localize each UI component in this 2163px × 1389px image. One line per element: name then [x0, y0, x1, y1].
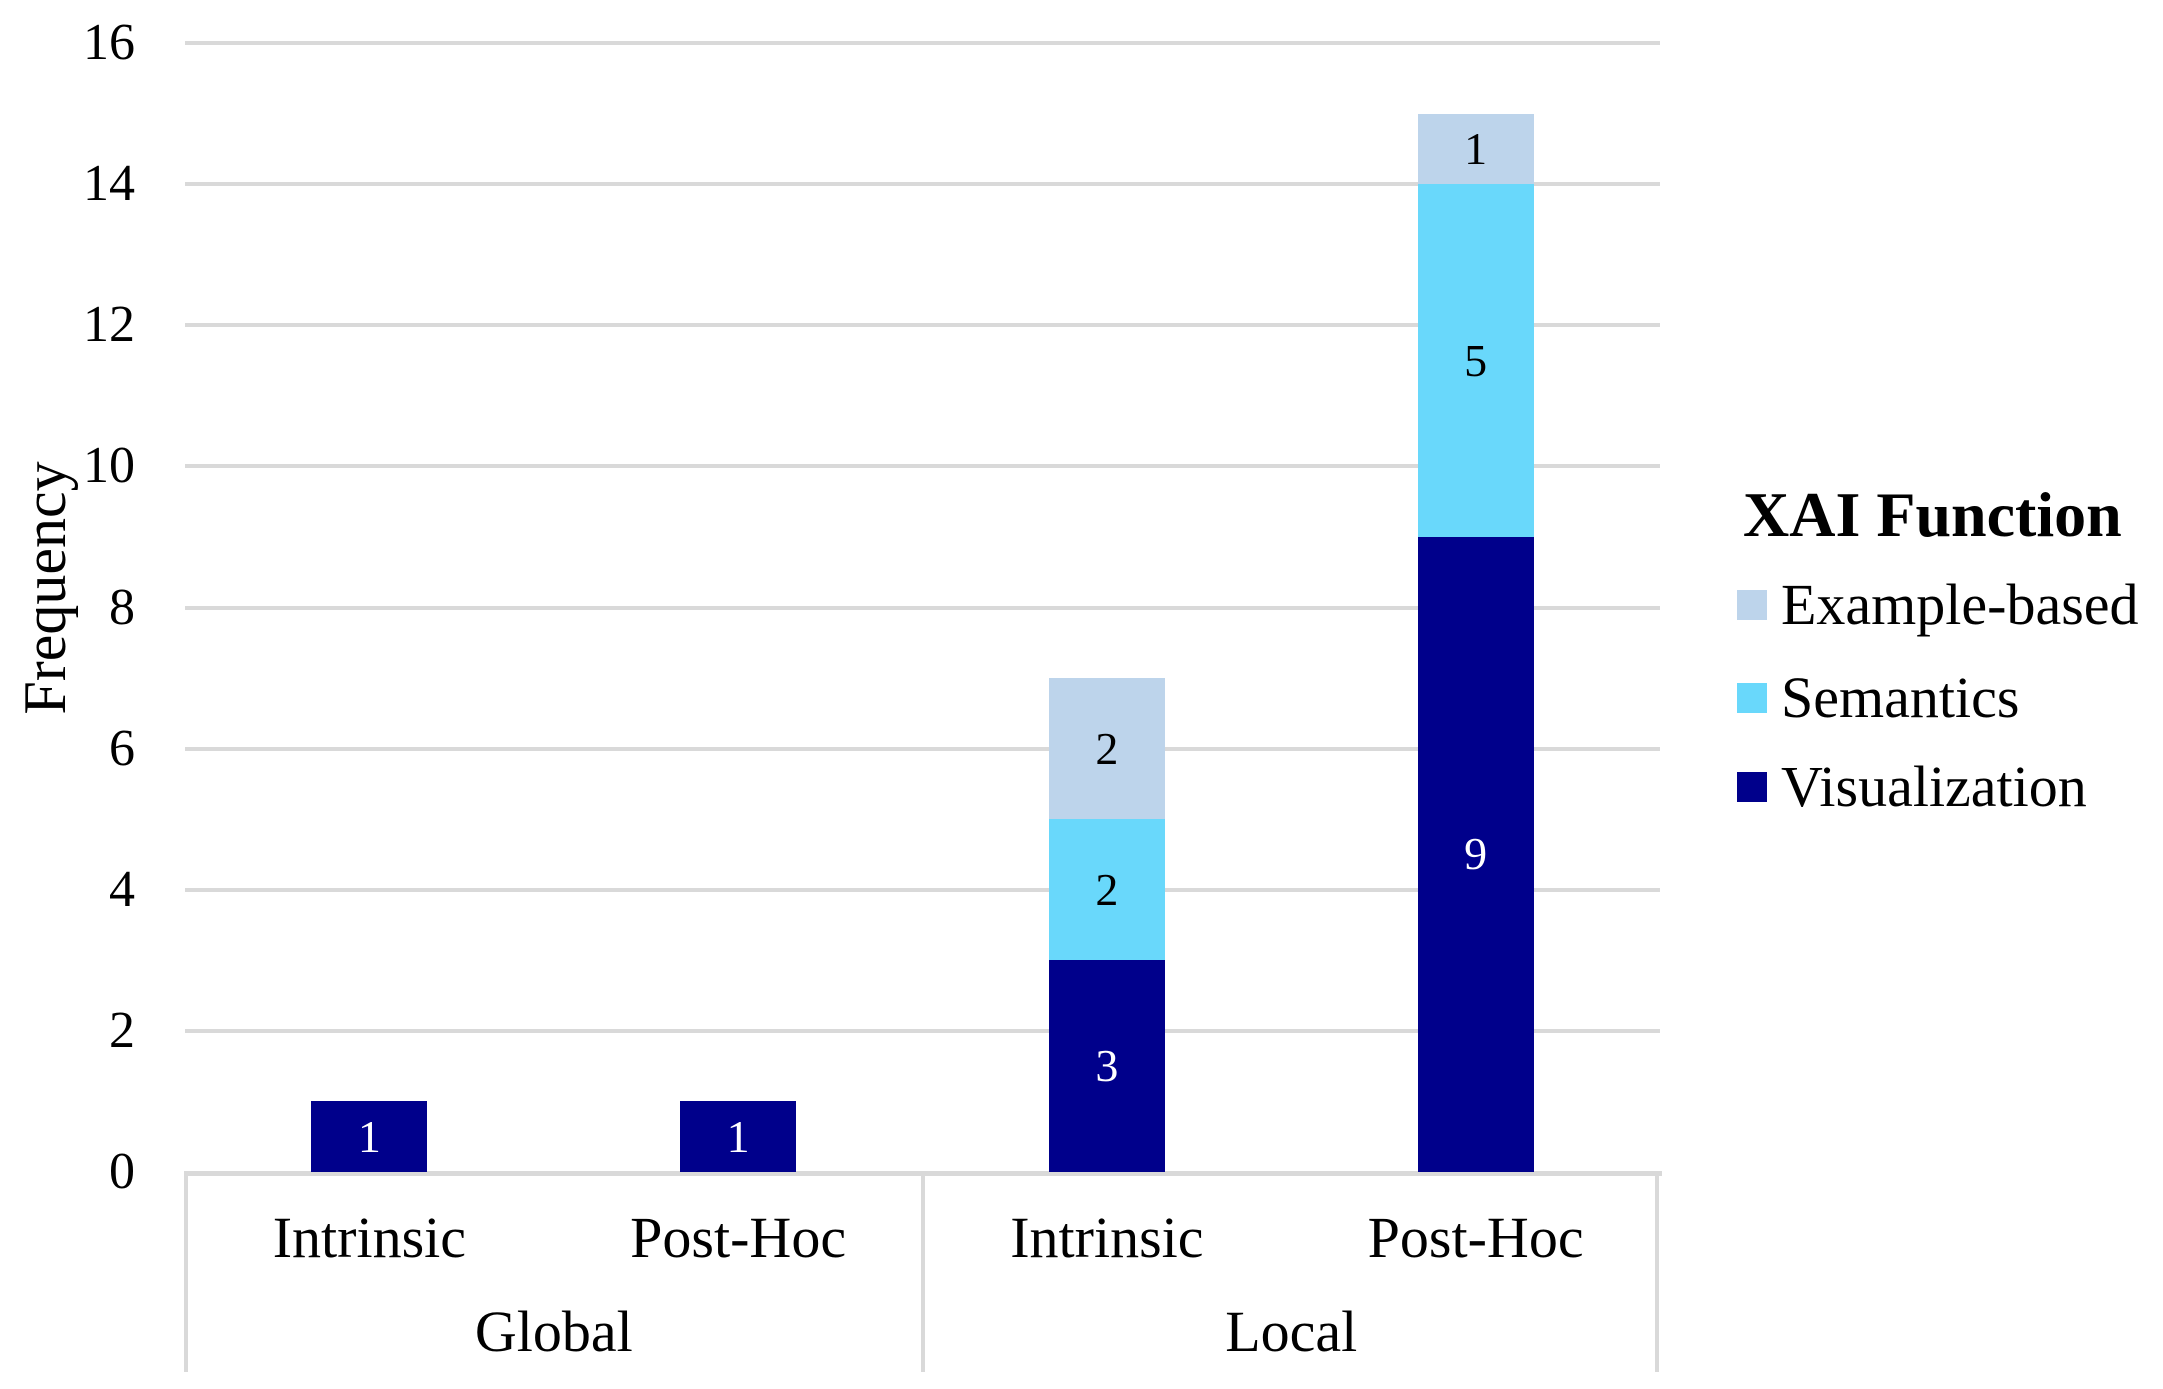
- bar-segment-example-based: 1: [1417, 113, 1534, 185]
- legend-label: Example-based: [1781, 572, 2139, 637]
- category-label-post-hoc: Post-Hoc: [1367, 1205, 1584, 1270]
- gridline: [185, 323, 1660, 328]
- y-tick-label: 10: [83, 437, 135, 495]
- y-tick-label: 12: [83, 296, 135, 354]
- y-tick-label: 16: [83, 14, 135, 71]
- group-label-local: Local: [1225, 1299, 1358, 1364]
- category-label-intrinsic: Intrinsic: [272, 1205, 467, 1270]
- y-tick-label: 0: [109, 1143, 135, 1200]
- y-tick-label: 14: [83, 155, 135, 213]
- bar-segment-value: 1: [357, 1110, 381, 1162]
- bar-segment-semantics: 5: [1417, 184, 1534, 537]
- bar-segment-value: 2: [1095, 722, 1119, 774]
- bar-segment-semantics: 2: [1048, 819, 1165, 961]
- legend-swatch-example-based: [1737, 590, 1767, 620]
- legend-entry-example-based: Example-based: [1737, 576, 2139, 634]
- category-label-intrinsic: Intrinsic: [1010, 1205, 1204, 1270]
- gridline: [185, 464, 1660, 469]
- y-tick-label: 4: [109, 860, 135, 918]
- bar-post-hoc: 9 5 1: [1417, 0, 1534, 1172]
- bar-segment-value: 3: [1095, 1040, 1119, 1092]
- legend-label: Semantics: [1781, 665, 2020, 730]
- category-axis-separator: [1654, 1171, 1659, 1372]
- bar-post-hoc: 1: [680, 0, 797, 1172]
- gridline: [185, 182, 1660, 187]
- bar-segment-visualization: 9: [1417, 536, 1534, 1172]
- bar-segment-visualization: 1: [311, 1101, 428, 1172]
- category-label-post-hoc: Post-Hoc: [630, 1205, 847, 1270]
- legend-label: Visualization: [1781, 754, 2087, 819]
- category-axis-separator: [183, 1171, 188, 1372]
- legend-entry-semantics: Semantics: [1737, 669, 2019, 727]
- y-tick-label: 8: [109, 578, 135, 636]
- bar-segment-value: 1: [726, 1110, 750, 1162]
- bar-segment-visualization: 1: [680, 1101, 797, 1172]
- bar-segment-value: 2: [1095, 863, 1119, 915]
- gridline: [185, 746, 1660, 751]
- gridline: [185, 605, 1660, 610]
- bar-intrinsic: 1: [311, 0, 428, 1172]
- bar-segment-value: 9: [1464, 828, 1488, 880]
- category-axis-separator: [921, 1171, 925, 1372]
- bar-segment-example-based: 2: [1048, 678, 1165, 820]
- group-label-global: Global: [474, 1299, 633, 1364]
- legend-swatch-visualization: [1737, 772, 1767, 802]
- bar-segment-value: 1: [1464, 122, 1488, 174]
- legend-swatch-semantics: [1737, 683, 1767, 713]
- gridline: [185, 1028, 1660, 1033]
- bar-segment-value: 5: [1464, 334, 1488, 386]
- bar-segment-visualization: 3: [1048, 960, 1165, 1172]
- y-tick-label: 6: [109, 719, 135, 777]
- legend-title: XAI Function: [1743, 479, 2122, 550]
- legend-entry-visualization: Visualization: [1737, 758, 2087, 816]
- bar-intrinsic: 3 2 2: [1048, 0, 1165, 1172]
- y-tick-label: 2: [109, 1001, 135, 1059]
- gridline: [185, 887, 1660, 892]
- gridline: [185, 41, 1660, 45]
